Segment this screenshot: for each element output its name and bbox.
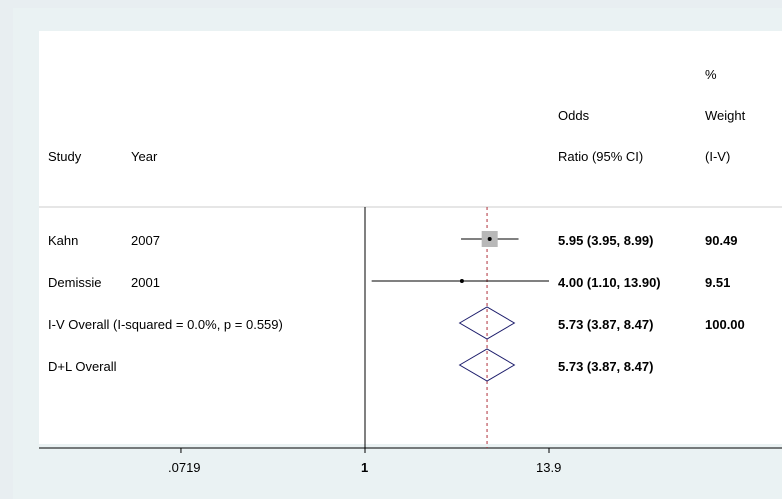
study-or-ci: 4.00 (1.10, 13.90) (558, 275, 661, 290)
overall-or-ci: 5.73 (3.87, 8.47) (558, 359, 654, 374)
point-estimate (487, 237, 492, 241)
point-estimate (459, 279, 464, 283)
header-ratio-ci: Ratio (95% CI) (558, 149, 644, 164)
overall-label: I-V Overall (I-squared = 0.0%, p = 0.559… (48, 317, 283, 332)
header-study: Study (48, 149, 82, 164)
overall-weight: 100.00 (705, 317, 745, 332)
header-weight: Weight (705, 108, 746, 123)
study-year: 2007 (131, 233, 160, 248)
header-percent: % (705, 67, 717, 82)
header-odds: Odds (558, 108, 590, 123)
header-year: Year (131, 149, 158, 164)
x-tick-label: .0719 (168, 460, 201, 475)
study-year: 2001 (131, 275, 160, 290)
plot-area (39, 31, 782, 444)
x-tick-label: 13.9 (536, 460, 562, 475)
overall-or-ci: 5.73 (3.87, 8.47) (558, 317, 654, 332)
overall-diamond (458, 306, 516, 340)
study-name: Demissie (48, 275, 102, 290)
x-tick-label: 1 (361, 460, 369, 475)
study-or-ci: 5.95 (3.95, 8.99) (558, 233, 654, 248)
header-weight-iv: (I-V) (705, 149, 731, 164)
study-name: Kahn (48, 233, 79, 248)
study-weight: 9.51 (705, 275, 731, 290)
study-weight: 90.49 (705, 233, 738, 248)
overall-diamond (458, 348, 516, 382)
overall-label: D+L Overall (48, 359, 117, 374)
